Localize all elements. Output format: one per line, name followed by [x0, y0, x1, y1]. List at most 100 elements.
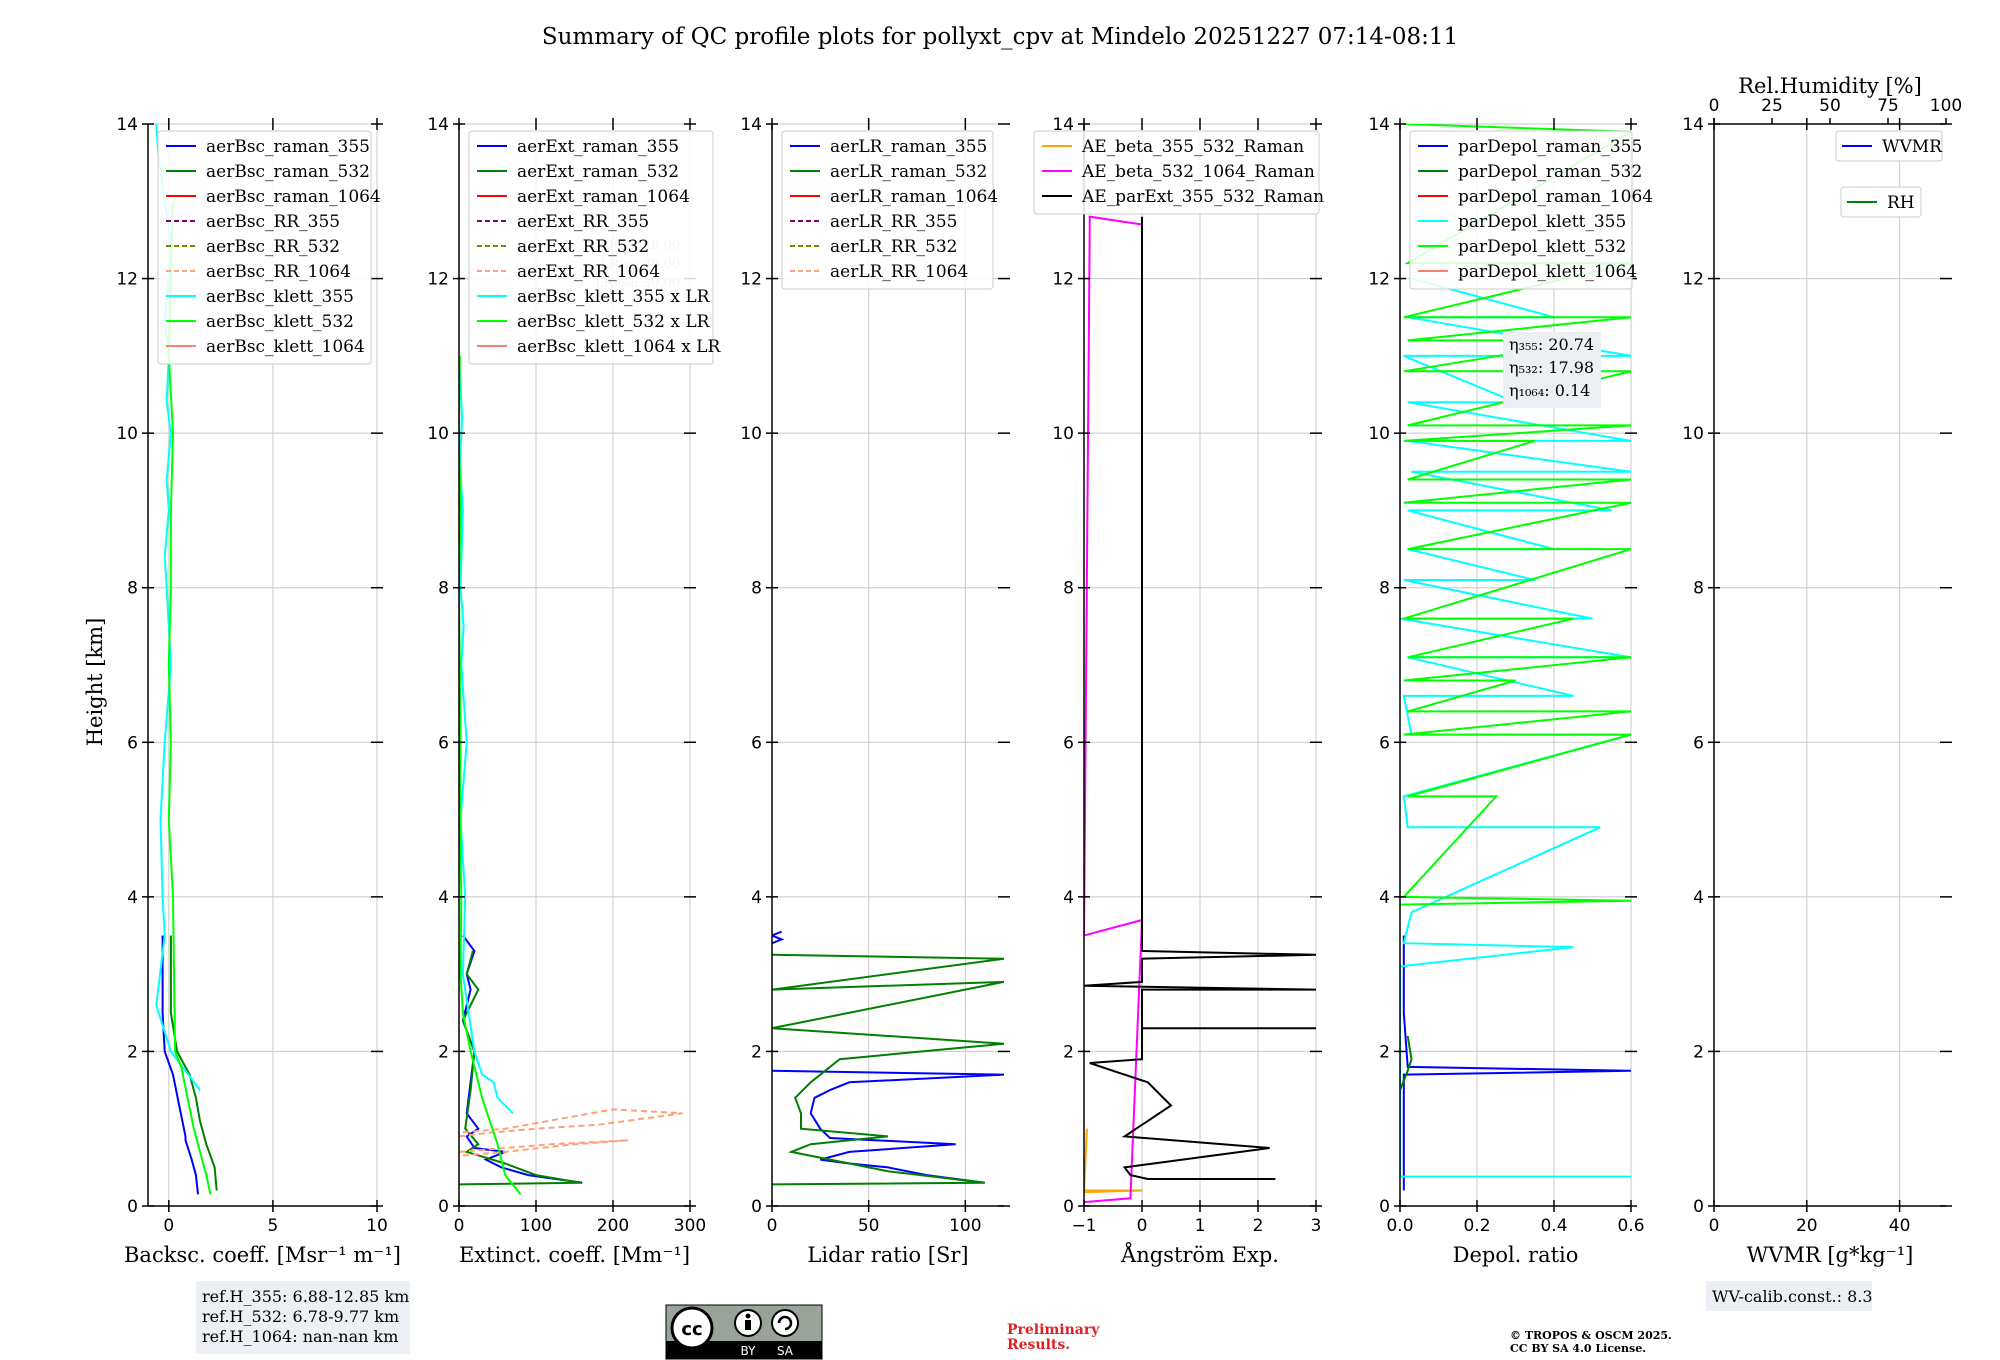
- x-axis-label-depol: Depol. ratio: [1453, 1243, 1579, 1267]
- legend-label: parDepol_klett_532: [1458, 237, 1626, 257]
- legend-ext: aerExt_raman_355 aerExt_raman_532 aerExt_r…: [468, 130, 721, 365]
- legend-label: aerExt_RR_355: [517, 212, 649, 232]
- x-axis-label-ext: Extinct. coeff. [Mm⁻¹]: [459, 1243, 690, 1267]
- by-label: BY: [741, 1344, 757, 1358]
- y-tick-label: 6: [1063, 733, 1074, 753]
- legend-ae: AE_beta_355_532_Raman AE_beta_532_1064_Ra…: [1033, 130, 1324, 215]
- x-axis-label-bsc: Backsc. coeff. [Msr⁻¹ m⁻¹]: [124, 1243, 401, 1267]
- preliminary-line-2: Results.: [1007, 1337, 1070, 1353]
- y-tick-label: 10: [1052, 424, 1074, 444]
- ref-heights-box: ref.H_355: 6.88-12.85 km ref.H_532: 6.78…: [196, 1281, 410, 1354]
- ref-height-1064: ref.H_1064: nan-nan km: [202, 1327, 398, 1346]
- series-line-aerBsc_klett_355 x LR: [459, 355, 514, 1115]
- series-line-aerLR_raman_532: [772, 953, 1004, 1186]
- legend-label: aerLR_RR_1064: [830, 262, 968, 282]
- legend-box: [1835, 130, 1943, 162]
- ref-height-355: ref.H_355: 6.88-12.85 km: [202, 1287, 409, 1306]
- panel-bsc: 0 2 4 6 8 10 12 14 0 5 10 Backsc. coeff. [Msr⁻¹ m⁻¹…: [116, 115, 401, 1267]
- series-line-aerBsc_raman_532: [169, 935, 218, 1191]
- series-line-aerExt_RR_1064_b: [459, 1139, 629, 1157]
- series-line-AE_parExt_355_532_Raman: [1084, 216, 1316, 1180]
- x-tick-label: 200: [597, 1216, 629, 1236]
- panel-ext: 0 2 4 6 8 10 12 14 0 100 200 300 Extinct. coeff. [Mm…: [427, 115, 721, 1267]
- top-x-tick-label: 25: [1761, 96, 1783, 116]
- top-x-tick-label: 0: [1709, 96, 1720, 116]
- legend-label: aerBsc_klett_1064: [206, 337, 365, 357]
- series-line-parDepol_raman_532: [1400, 1035, 1413, 1176]
- series-lr: [772, 930, 1004, 1186]
- legend-label: aerBsc_RR_532: [206, 237, 340, 257]
- y-tick-label: 4: [438, 888, 449, 908]
- sa-icon: [771, 1309, 799, 1337]
- x-axis-label-wv: WVMR [g*kg⁻¹]: [1747, 1243, 1914, 1267]
- series-line-AE_beta_532_1064_Raman: [1084, 215, 1144, 1204]
- eta-box: [1503, 332, 1601, 408]
- y-tick-label: 12: [1368, 270, 1390, 290]
- legend-label: aerExt_raman_355: [517, 137, 679, 157]
- series-ae: [1084, 215, 1316, 1204]
- series-line-parDepol_klett_355: [1400, 277, 1631, 1178]
- series-line-aerBsc_klett_532 x LR: [459, 355, 522, 1196]
- legend-label: aerExt_RR_532: [517, 237, 649, 257]
- x-tick-label: 0.4: [1540, 1216, 1567, 1236]
- series-line-AE_beta_355_532_Raman: [1084, 1128, 1143, 1194]
- legend-box: [781, 130, 994, 290]
- x-tick-label: −1: [1071, 1216, 1096, 1236]
- y-tick-label: 14: [427, 115, 449, 135]
- x-axis-label-lr: Lidar ratio [Sr]: [807, 1243, 968, 1267]
- x-tick-label: 40: [1889, 1216, 1911, 1236]
- y-tick-label: 14: [1368, 115, 1390, 135]
- x-tick-label: 0: [1709, 1216, 1720, 1236]
- x-tick-label: 50: [858, 1216, 880, 1236]
- legend-wv: WVMR RH: [1835, 130, 1943, 218]
- top-x-tick-label: 100: [1930, 96, 1962, 116]
- y-tick-label: 10: [1682, 424, 1704, 444]
- panel-lr: 0 2 4 6 8 10 12 14 0 50 100 Lidar ratio [Sr] aerLR_r…: [740, 115, 1010, 1267]
- y-tick-label: 6: [438, 733, 449, 753]
- legend-label: aerLR_RR_532: [830, 237, 957, 257]
- y-tick-label: 2: [751, 1042, 762, 1062]
- y-tick-label: 8: [751, 579, 762, 599]
- y-tick-label: 12: [740, 270, 762, 290]
- y-tick-label: 8: [1693, 579, 1704, 599]
- y-tick-label: 12: [116, 270, 138, 290]
- x-tick-label: 0: [454, 1216, 465, 1236]
- legend-label: aerBsc_klett_532 x LR: [517, 312, 711, 332]
- x-tick-label: 300: [674, 1216, 706, 1236]
- grid-ae: [1083, 123, 1317, 1207]
- grid-wv: [1713, 123, 1946, 1207]
- wv-calib-box: WV-calib.const.: 8.3: [1706, 1281, 1873, 1311]
- y-tick-label: 4: [1693, 888, 1704, 908]
- x-tick-label: 0.2: [1463, 1216, 1490, 1236]
- y-tick-label: 0: [1379, 1197, 1390, 1217]
- legend-label: aerLR_raman_355: [830, 137, 987, 157]
- y-tick-label: 10: [1368, 424, 1390, 444]
- y-tick-label: 0: [751, 1197, 762, 1217]
- legend-label: aerExt_raman_1064: [517, 187, 690, 207]
- y-tick-label: 2: [1063, 1042, 1074, 1062]
- top-x-tick-label: 50: [1819, 96, 1841, 116]
- series-line-aerExt_RR_1064_a: [459, 1108, 683, 1138]
- y-tick-label: 0: [127, 1197, 138, 1217]
- copyright-line-2: CC BY SA 4.0 License.: [1510, 1342, 1646, 1355]
- y-tick-label: 2: [1693, 1042, 1704, 1062]
- cc-label: cc: [681, 1319, 702, 1340]
- y-tick-label: 12: [1682, 270, 1704, 290]
- legend-label: aerLR_raman_532: [830, 162, 987, 182]
- x-axis-label-ae: Ångström Exp.: [1120, 1242, 1279, 1267]
- y-axis-label: Height [km]: [83, 618, 107, 747]
- legend-label: parDepol_raman_1064: [1458, 187, 1653, 207]
- series-line-aerLR_raman_355_top: [772, 930, 785, 945]
- y-tick-label: 4: [1063, 888, 1074, 908]
- x-tick-label: 0: [767, 1216, 778, 1236]
- ref-height-532: ref.H_532: 6.78-9.77 km: [202, 1307, 399, 1326]
- legend-label: aerLR_raman_1064: [830, 187, 998, 207]
- series-depol: [1400, 124, 1631, 1191]
- y-tick-label: 10: [427, 424, 449, 444]
- y-tick-label: 12: [427, 270, 449, 290]
- x-tick-label: 0: [1137, 1216, 1148, 1236]
- top-x-axis-label: Rel.Humidity [%]: [1738, 74, 1922, 98]
